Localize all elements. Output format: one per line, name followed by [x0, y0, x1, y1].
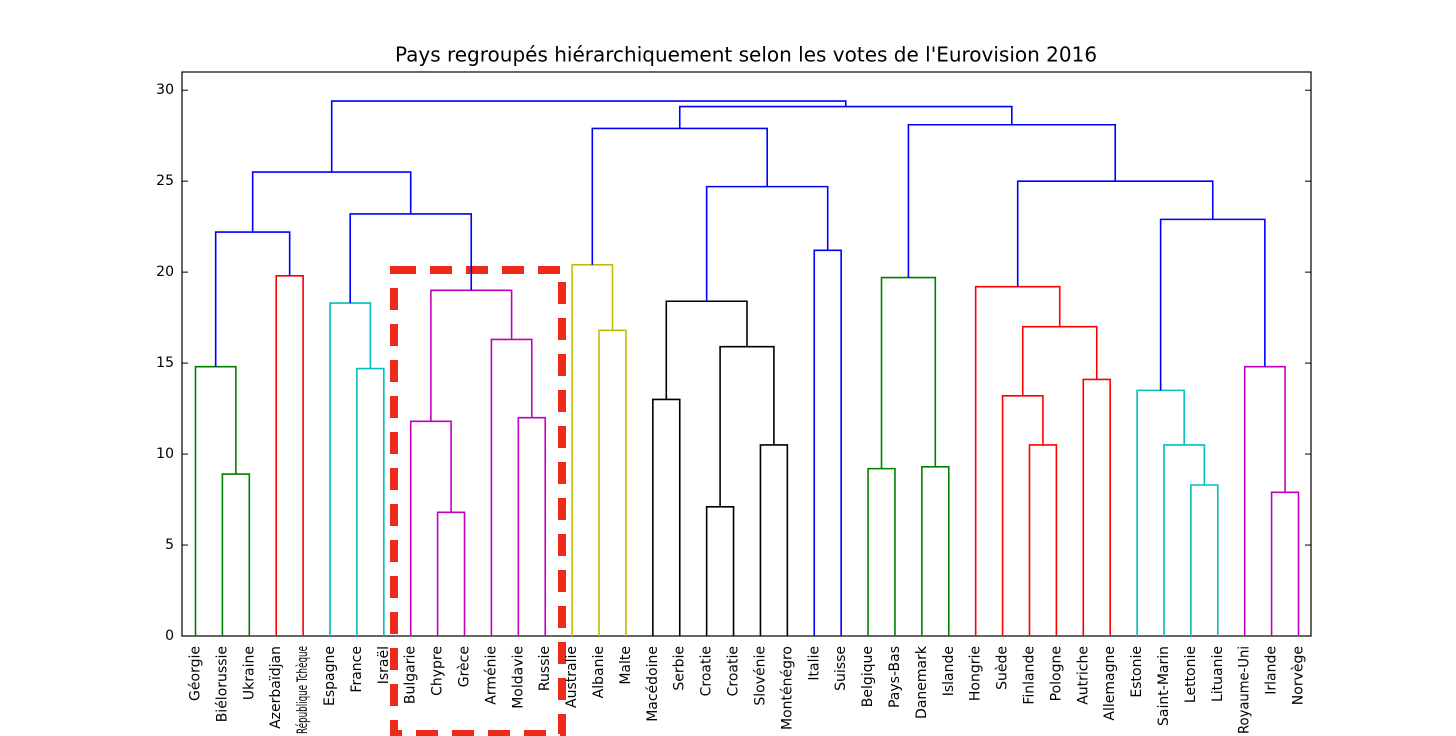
- dendrogram-link: [1136, 389, 1185, 636]
- dendrogram-link: [194, 365, 237, 636]
- dendrogram-link: [436, 511, 466, 636]
- x-tick-label: Bulgarie: [403, 646, 419, 704]
- x-tick-label: Danemark: [914, 645, 930, 719]
- plot-frame: [181, 71, 1312, 637]
- y-tick-label: 15: [156, 355, 174, 371]
- x-tick-label: Azerbaïdjan: [268, 646, 284, 729]
- x-tick-label: Lituanie: [1210, 646, 1226, 702]
- x-tick-label: Israël: [376, 646, 392, 684]
- dendrogram-link: [598, 329, 627, 636]
- dendrogram-link: [356, 367, 385, 636]
- x-tick-label: Croatie: [726, 646, 742, 696]
- dendrogram-link: [1028, 444, 1058, 636]
- x-tick-label: Biélorussie: [214, 646, 230, 722]
- dendrogram-link: [652, 398, 681, 636]
- dendrogram-link: [759, 444, 789, 636]
- x-tick-label: Estonie: [1129, 646, 1145, 698]
- dendrogram-link: [813, 249, 842, 636]
- x-tick-label: Pologne: [1048, 646, 1064, 701]
- x-tick-label: Géorgie: [188, 646, 204, 701]
- x-tick-label: Arménie: [483, 646, 499, 705]
- x-tick-label: Moldavie: [510, 646, 526, 709]
- dendrogram-link: [591, 127, 768, 265]
- dendrogram-link: [1082, 378, 1111, 636]
- dendrogram-link: [921, 466, 950, 636]
- y-tick-label: 5: [165, 537, 174, 553]
- dendrogram-link: [409, 420, 452, 636]
- x-tick-label: Saint-Marin: [1156, 646, 1172, 726]
- x-tick-label: Serbie: [672, 646, 688, 691]
- y-tick-label: 20: [156, 264, 174, 280]
- dendrogram-link: [665, 300, 748, 400]
- x-tick-label: Royaume-Uni: [1237, 646, 1253, 734]
- x-tick-label: Slovénie: [752, 646, 768, 706]
- y-tick-label: 25: [156, 173, 174, 189]
- x-tick-label: Irlande: [1264, 646, 1280, 695]
- x-tick-label: République Tchèque: [295, 646, 311, 734]
- x-tick-label: Albanie: [591, 646, 607, 698]
- x-tick-label: Hongrie: [968, 646, 984, 701]
- x-tick-label: Suisse: [833, 646, 849, 691]
- dendrogram-link: [719, 345, 775, 507]
- dendrogram-link: [974, 285, 1061, 636]
- dendrogram-link: [880, 276, 937, 469]
- dendrogram-link: [1016, 180, 1214, 287]
- dendrogram-link: [275, 274, 304, 636]
- x-tick-label: Monténégro: [779, 646, 795, 730]
- x-tick-label: Macédoine: [645, 646, 661, 722]
- dendrogram-link: [907, 123, 1117, 278]
- dendrogram-link: [330, 100, 847, 173]
- dendrogram-link: [1159, 218, 1266, 391]
- x-tick-label: Croatie: [699, 646, 715, 696]
- dendrogram-link: [214, 231, 291, 367]
- dendrogram-link: [571, 264, 614, 636]
- dendrogram-link: [517, 416, 547, 636]
- chart-title: Pays regroupés hiérarchiquement selon le…: [395, 43, 1097, 67]
- dendrogram-link: [1270, 491, 1300, 636]
- y-tick-label: 10: [156, 446, 174, 462]
- x-tick-label: Islande: [941, 646, 957, 696]
- x-tick-label: Chypre: [430, 646, 446, 696]
- x-tick-label: Norvège: [1291, 646, 1307, 705]
- dendrogram-link: [705, 506, 735, 636]
- x-tick-label: Suède: [995, 646, 1011, 690]
- dendrogram-link: [490, 338, 533, 636]
- dendrogram-link: [1163, 444, 1206, 636]
- dendrogram-link: [705, 185, 829, 302]
- dendrogram-link: [1021, 325, 1098, 396]
- dendrogram-link: [1243, 365, 1286, 636]
- dendrogram-link: [1001, 395, 1044, 636]
- highlight-box: [390, 266, 566, 736]
- dendrogram-link: [430, 289, 513, 422]
- x-tick-label: Ukraine: [241, 646, 257, 700]
- x-tick-label: Italie: [806, 646, 822, 681]
- x-tick-label: Pays-Bas: [887, 646, 903, 708]
- y-tick-label: 0: [165, 628, 174, 644]
- x-tick-label: France: [349, 646, 365, 693]
- x-tick-label: Allemagne: [1102, 646, 1118, 721]
- dendrogram-link: [678, 105, 1013, 129]
- x-tick-label: Grèce: [457, 646, 473, 687]
- dendrogram-link: [1190, 484, 1219, 636]
- x-tick-label: Belgique: [860, 646, 876, 707]
- x-tick-label: Russie: [537, 646, 553, 691]
- x-tick-label: Australie: [564, 646, 580, 708]
- x-tick-label: Lettonie: [1183, 646, 1199, 703]
- x-tick-label: Espagne: [322, 646, 338, 706]
- dendrogram-link: [251, 171, 412, 233]
- dendrogram-link: [867, 467, 896, 636]
- y-tick-label: 30: [156, 82, 174, 98]
- dendrogram-link: [329, 302, 372, 636]
- dendrogram-link: [221, 473, 251, 636]
- x-tick-label: Autriche: [1075, 646, 1091, 705]
- x-tick-label: Malte: [618, 646, 634, 685]
- x-tick-label: Finlande: [1021, 646, 1037, 705]
- dendrogram-link: [349, 213, 473, 304]
